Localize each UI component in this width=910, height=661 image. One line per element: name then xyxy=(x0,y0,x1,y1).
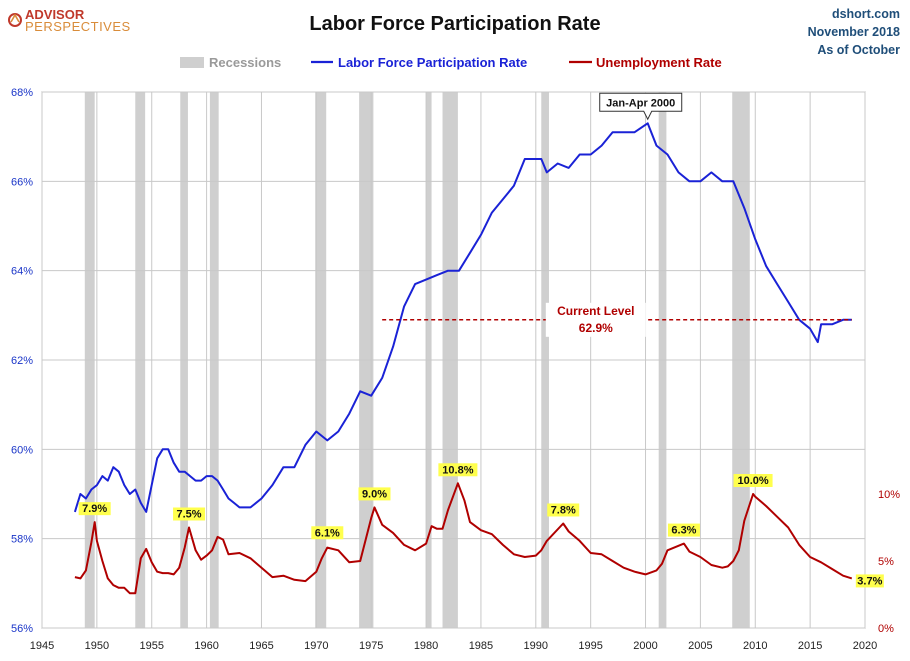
peak-label-highlight xyxy=(667,523,700,537)
x-tick-label: 1980 xyxy=(414,640,438,652)
y-left-tick-label: 60% xyxy=(11,444,33,456)
x-tick-label: 1975 xyxy=(359,640,383,652)
axes: 1945 1950 1955 1960 1965 1970 1975 1980 1985 1990… xyxy=(11,87,900,652)
y-right-tick-label: 0% xyxy=(878,623,894,635)
annotations: Current Level 62.9% Jan-Apr 2000 7.9% 7.5% 6.… xyxy=(78,92,884,588)
peak-label-highlight xyxy=(173,507,206,521)
x-tick-label: 2005 xyxy=(688,640,712,652)
y-left-tick-label: 62% xyxy=(11,355,33,367)
series xyxy=(73,122,853,595)
peak-label-highlight xyxy=(78,502,111,516)
legend-unemployment: Unemployment Rate xyxy=(596,55,722,70)
x-tick-label: 1995 xyxy=(578,640,602,652)
x-tick-label: 1990 xyxy=(524,640,548,652)
logo-chevron-icon xyxy=(10,13,20,23)
x-tick-label: 1950 xyxy=(85,640,109,652)
legend-recessions: Recessions xyxy=(209,55,281,70)
x-tick-label: 2015 xyxy=(798,640,822,652)
current-unemployment-highlight xyxy=(855,574,884,588)
logo: ADVISOR PERSPECTIVES xyxy=(8,7,131,34)
y-right-tick-label: 5% xyxy=(878,556,894,568)
peak-label-highlight xyxy=(438,463,478,477)
current-unemployment-label: 3.7% xyxy=(857,575,882,587)
legend-lfpr: Labor Force Participation Rate xyxy=(338,55,527,70)
lfpr-line xyxy=(73,122,852,513)
y-left-tick-label: 66% xyxy=(11,176,33,188)
unemployment-peak-label: 6.1% xyxy=(315,527,340,539)
current-level-backdrop xyxy=(545,302,646,337)
logo-line1: ADVISOR xyxy=(25,7,85,22)
legend-recession-swatch xyxy=(180,57,204,68)
y-left-tick-label: 64% xyxy=(11,266,33,278)
legend: Recessions Labor Force Participation Rat… xyxy=(180,55,722,70)
current-level-value: 62.9% xyxy=(579,321,613,335)
unemployment-peak-label: 7.5% xyxy=(177,509,202,521)
x-tick-label: 2010 xyxy=(743,640,767,652)
current-level-label: Current Level xyxy=(557,304,634,318)
logo-line2: PERSPECTIVES xyxy=(25,19,131,34)
x-tick-label: 2000 xyxy=(633,640,657,652)
x-tick-label: 2020 xyxy=(853,640,877,652)
peak-label-highlight xyxy=(547,503,580,517)
y-left-tick-label: 58% xyxy=(11,534,33,546)
peak-callout-box xyxy=(599,92,683,121)
peak-label-highlight xyxy=(358,487,391,501)
x-tick-label: 1985 xyxy=(469,640,493,652)
unemployment-line xyxy=(74,482,853,595)
chart-title: Labor Force Participation Rate xyxy=(309,13,600,35)
as-of-label: As of October xyxy=(817,43,900,57)
peak-label-highlight xyxy=(311,526,344,540)
date-label: November 2018 xyxy=(808,25,900,39)
x-tick-label: 1960 xyxy=(194,640,218,652)
unemployment-peak-label: 6.3% xyxy=(671,525,696,537)
x-tick-label: 1955 xyxy=(139,640,163,652)
unemployment-peak-label: 7.8% xyxy=(551,504,576,516)
y-left-tick-label: 68% xyxy=(11,87,33,99)
x-tick-label: 1970 xyxy=(304,640,328,652)
unemployment-peak-label: 10.8% xyxy=(442,464,473,476)
source-label: dshort.com xyxy=(832,7,900,21)
y-left-tick-label: 56% xyxy=(11,623,33,635)
unemployment-peak-label: 9.0% xyxy=(362,488,387,500)
x-tick-label: 1965 xyxy=(249,640,273,652)
unemployment-peak-label: 7.9% xyxy=(82,503,107,515)
unemployment-peak-label: 10.0% xyxy=(737,475,768,487)
peak-callout-label: Jan-Apr 2000 xyxy=(606,97,675,109)
x-tick-label: 1945 xyxy=(30,640,54,652)
peak-label-highlight xyxy=(733,474,773,487)
y-right-tick-label: 10% xyxy=(878,489,900,501)
